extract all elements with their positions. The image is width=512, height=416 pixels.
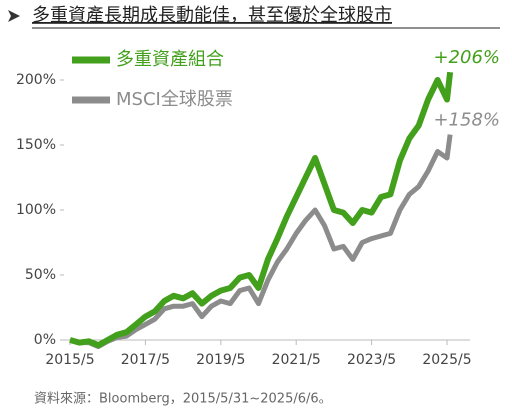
y-tick-label: 50% bbox=[25, 267, 56, 283]
x-tick-label: 2015/5 bbox=[45, 352, 94, 368]
y-tick-label: 0% bbox=[34, 332, 56, 348]
source-note: 資料來源：Bloomberg，2015/5/31~2025/6/6。 bbox=[34, 392, 332, 407]
legend-label: MSCI全球股票 bbox=[116, 89, 233, 110]
value-label: +206% bbox=[433, 47, 500, 68]
legend-label: 多重資產組合 bbox=[116, 49, 224, 70]
value-label: +158% bbox=[433, 110, 500, 131]
y-tick-label: 100% bbox=[16, 202, 56, 218]
x-tick-label: 2023/5 bbox=[347, 352, 396, 368]
chart-title: 多重資產長期成長動能佳，甚至優於全球股市 bbox=[32, 5, 392, 26]
title-arrow bbox=[8, 10, 20, 22]
x-tick-label: 2019/5 bbox=[196, 352, 245, 368]
series-line bbox=[69, 134, 453, 349]
series-line bbox=[69, 71, 454, 349]
y-tick-label: 200% bbox=[16, 72, 56, 88]
y-tick-label: 150% bbox=[16, 137, 56, 153]
x-tick-label: 2021/5 bbox=[272, 352, 321, 368]
x-tick-label: 2025/5 bbox=[422, 352, 471, 368]
x-tick-label: 2017/5 bbox=[121, 352, 170, 368]
